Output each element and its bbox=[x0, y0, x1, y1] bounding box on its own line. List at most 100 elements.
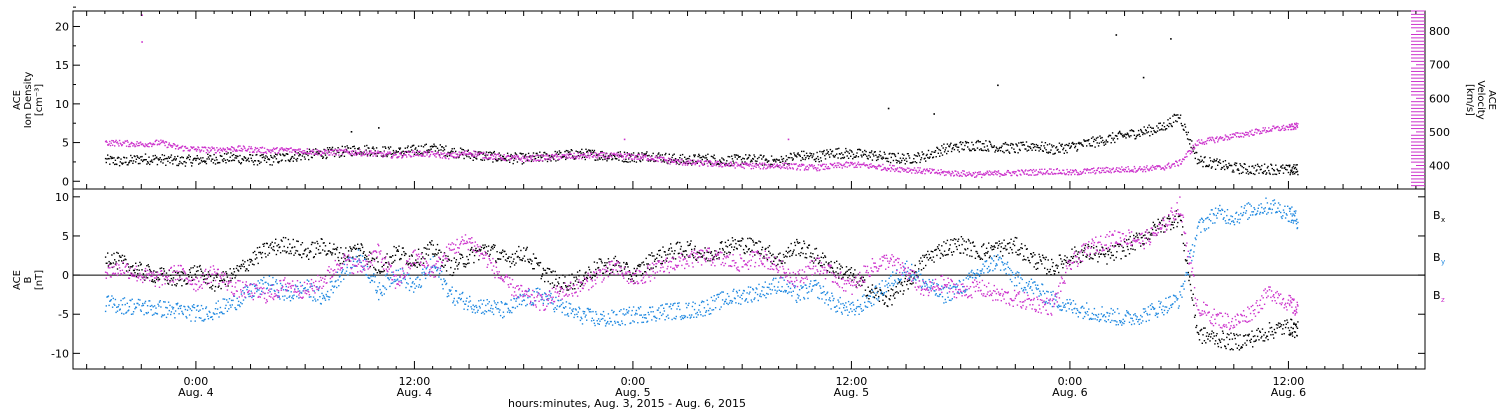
density-point bbox=[728, 156, 731, 158]
bx-point bbox=[798, 253, 800, 255]
density-point bbox=[428, 151, 430, 153]
velocity-point bbox=[730, 161, 732, 163]
bx-point bbox=[1126, 245, 1129, 248]
bx-point bbox=[938, 244, 940, 246]
velocity-point bbox=[302, 150, 304, 152]
velocity-point bbox=[1168, 165, 1171, 168]
velocity-point bbox=[1163, 169, 1166, 171]
density-point bbox=[152, 155, 154, 157]
bx-point bbox=[408, 263, 410, 265]
bx-point bbox=[784, 255, 787, 257]
density-point bbox=[937, 152, 939, 154]
density-point bbox=[444, 155, 446, 157]
bx-point bbox=[241, 265, 243, 267]
bx-point bbox=[514, 252, 516, 255]
velocity-point bbox=[1200, 142, 1202, 144]
velocity-point bbox=[1041, 168, 1043, 170]
bx-point bbox=[890, 288, 892, 290]
velocity-point bbox=[1114, 170, 1117, 172]
velocity-point bbox=[263, 152, 265, 154]
bx-point bbox=[749, 251, 752, 253]
density-point bbox=[628, 154, 631, 156]
velocity-point bbox=[1270, 129, 1272, 131]
velocity-point bbox=[476, 155, 478, 158]
density-point bbox=[871, 150, 873, 152]
velocity-point bbox=[888, 168, 890, 170]
density-point bbox=[678, 163, 680, 166]
density-point bbox=[228, 160, 231, 162]
density-point bbox=[1235, 162, 1238, 164]
velocity-point bbox=[765, 168, 767, 170]
bx-point bbox=[815, 247, 818, 250]
density-point bbox=[331, 146, 334, 149]
velocity-point bbox=[373, 153, 376, 156]
velocity-point bbox=[1201, 143, 1203, 145]
velocity-point bbox=[684, 162, 686, 164]
density-point bbox=[328, 151, 330, 153]
velocity-point bbox=[1006, 171, 1008, 173]
velocity-point bbox=[305, 152, 308, 155]
density-point bbox=[1117, 132, 1119, 135]
bx-point bbox=[1097, 253, 1100, 255]
density-point bbox=[492, 161, 494, 163]
bx-point bbox=[144, 279, 146, 281]
velocity-point bbox=[450, 155, 452, 157]
velocity-point bbox=[1261, 132, 1263, 134]
bx-point bbox=[200, 270, 203, 272]
bx-point bbox=[840, 277, 843, 280]
velocity-point bbox=[158, 143, 161, 146]
velocity-point bbox=[1288, 126, 1290, 128]
bx-point bbox=[426, 248, 428, 250]
velocity-point bbox=[1287, 128, 1290, 131]
density-point bbox=[646, 151, 648, 153]
velocity-point bbox=[428, 156, 430, 158]
density-point bbox=[333, 155, 336, 158]
velocity-point bbox=[909, 169, 911, 172]
density-point bbox=[1144, 133, 1146, 135]
density-point bbox=[954, 143, 956, 146]
bx-point bbox=[661, 262, 663, 265]
bx-point bbox=[504, 250, 506, 253]
bx-point bbox=[719, 248, 721, 250]
bx-point bbox=[807, 247, 809, 249]
density-point bbox=[130, 160, 133, 162]
bx-point bbox=[1112, 254, 1114, 257]
bx-point bbox=[531, 260, 533, 262]
velocity-point bbox=[356, 151, 358, 154]
velocity-point bbox=[965, 175, 967, 177]
density-point bbox=[685, 158, 687, 160]
density-point bbox=[1193, 152, 1196, 154]
bx-point bbox=[183, 280, 185, 282]
bx-point bbox=[523, 255, 526, 257]
velocity-point bbox=[200, 149, 203, 151]
density-point bbox=[652, 152, 654, 155]
velocity-point bbox=[344, 151, 346, 153]
bx-point bbox=[192, 267, 194, 269]
velocity-point bbox=[466, 150, 468, 152]
velocity-point bbox=[137, 145, 139, 147]
bx-point bbox=[1067, 260, 1070, 263]
bx-point bbox=[655, 265, 657, 268]
density-point bbox=[1018, 148, 1021, 151]
density-point bbox=[883, 151, 885, 153]
density-point bbox=[276, 154, 278, 156]
bx-point bbox=[406, 262, 408, 264]
bx-point bbox=[1050, 274, 1052, 276]
velocity-point bbox=[582, 154, 584, 157]
velocity-point bbox=[976, 172, 979, 174]
velocity-point bbox=[1123, 170, 1126, 173]
bx-point bbox=[283, 245, 285, 248]
velocity-point bbox=[357, 153, 359, 155]
velocity-point bbox=[247, 148, 250, 150]
bx-point bbox=[705, 258, 707, 260]
velocity-point bbox=[190, 146, 192, 148]
bx-point bbox=[483, 247, 485, 250]
density-point bbox=[742, 157, 744, 159]
bx-point bbox=[371, 259, 373, 262]
velocity-point bbox=[625, 156, 627, 158]
velocity-point bbox=[1043, 172, 1045, 175]
velocity-point bbox=[1147, 169, 1150, 171]
density-point bbox=[303, 156, 306, 158]
density-point bbox=[876, 156, 878, 158]
density-point bbox=[834, 154, 836, 157]
